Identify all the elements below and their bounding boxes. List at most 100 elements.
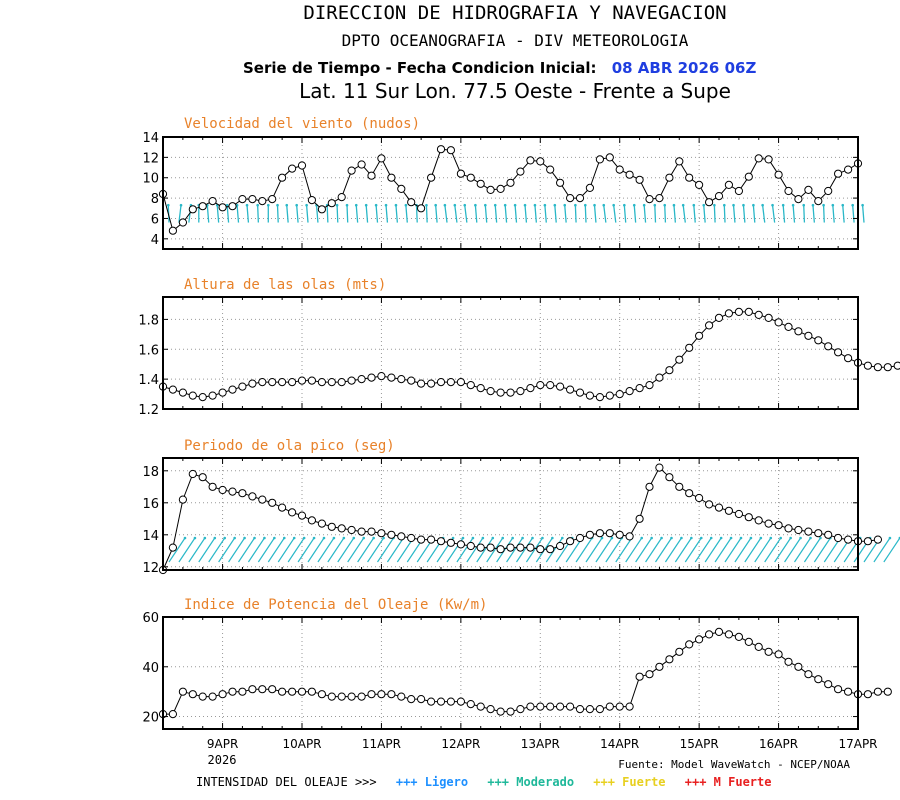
data-point [705,500,714,509]
data-point [377,690,386,699]
y-tick-label: 6 [151,212,159,227]
data-point [615,702,624,711]
data-point [575,194,585,203]
data-point [427,379,436,388]
swell-arrow [585,537,603,563]
wind-arrow-head [742,203,745,207]
data-point [307,516,316,525]
wind-arrow [682,205,686,223]
x-tick-label: 14APR [600,737,639,751]
wind-arrow [534,205,538,223]
swell-arrow [744,537,762,563]
swell-arrow [595,537,613,563]
data-point [228,487,237,496]
data-point [387,530,396,539]
swell-arrow-head [243,536,246,540]
swell-arrow-head [481,536,485,540]
wind-arrow-head [364,203,368,207]
wind-arrow-head [245,203,249,207]
swell-arrow-head [531,536,534,540]
wind-arrow-head [394,203,398,207]
data-point [635,384,644,393]
data-point [744,172,753,181]
data-point [814,529,823,538]
x-tick-label: 16APR [759,737,798,751]
data-point [198,692,207,701]
header-series-line: Serie de Tiempo - Fecha Condicion Inicia… [243,59,756,77]
panel-title: Altura de las olas (mts) [184,277,386,293]
data-point [476,543,485,552]
data-point [575,388,585,397]
swell-arrow-head [312,536,316,540]
legend-fuerte: +++ Fuerte [593,775,665,789]
data-point [873,687,883,696]
data-point [566,537,575,546]
swell-arrow [883,537,900,563]
data-point [506,178,515,187]
data-point [556,541,565,551]
data-point [744,637,753,647]
data-point [844,354,853,363]
swell-arrow-head [819,536,822,540]
wind-arrow-head [384,203,388,207]
wind-arrow [593,205,597,223]
data-point [307,376,316,385]
data-point [377,154,386,163]
panel-frame [162,616,859,730]
data-point [705,321,714,330]
data-point [695,331,704,340]
data-point [595,393,605,402]
wind-arrow [494,205,498,223]
data-point [546,545,555,554]
wind-arrow [554,205,557,223]
wind-arrow [822,205,825,223]
data-point [228,687,237,696]
swell-arrow [337,537,355,563]
swell-arrow [228,537,246,563]
legend-prefix: INTENSIDAD DEL OLEAJE >>> [196,775,377,789]
wind-arrow [812,205,816,223]
data-point [407,376,416,385]
wind-arrow-head [623,203,626,207]
swell-arrow-head [521,536,524,540]
panels-group: Velocidad del viento (nudos) 4 6 8 10 12 14 Alt… [138,116,900,751]
swell-arrow [635,537,653,563]
wind-arrow [613,205,617,223]
wind-arrow-head [404,203,408,207]
data-point [784,524,793,533]
header-location: Lat. 11 Sur Lon. 77.5 Oeste - Frente a S… [299,79,731,103]
data-point [238,195,247,204]
wind-arrow-head [256,203,259,207]
swell-arrow [625,537,643,563]
wind-arrow-head [642,203,646,207]
swell-arrow [645,537,663,563]
swell-arrow-head [719,536,723,540]
swell-arrow [476,537,494,563]
swell-arrow-head [501,536,505,540]
wind-arrow-head [841,203,845,207]
data-point [228,385,237,394]
wind-arrow [444,205,448,223]
data-point [357,160,366,169]
data-point [665,655,674,664]
data-point [705,198,714,207]
x-tick-label: 9APR [207,737,238,751]
data-point [744,307,753,316]
data-point [645,670,654,679]
data-point [198,202,207,211]
data-point [387,690,396,699]
data-point [238,382,247,391]
swell-arrow [496,537,514,563]
data-point [685,640,694,649]
data-point [496,545,505,554]
wind-arrow [435,205,438,223]
swell-arrow-head [213,536,217,540]
data-point [585,705,595,714]
data-point [863,361,873,370]
data-point [446,378,455,387]
wind-arrow-head [453,203,457,207]
swell-arrow [813,537,831,563]
wind-arrow [603,205,607,223]
swell-arrow-head [203,536,207,540]
